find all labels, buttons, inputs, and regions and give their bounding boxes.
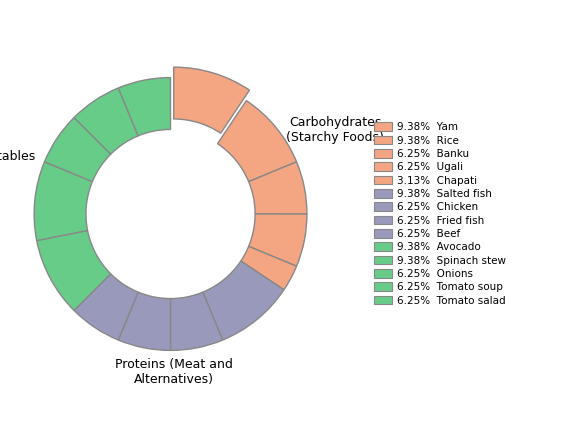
Text: Proteins (Meat and
Alternatives): Proteins (Meat and Alternatives) bbox=[115, 358, 233, 386]
Text: Carbohydrates
(Starchy Foods): Carbohydrates (Starchy Foods) bbox=[286, 116, 384, 144]
Wedge shape bbox=[249, 214, 307, 266]
Wedge shape bbox=[118, 292, 171, 351]
Wedge shape bbox=[218, 101, 296, 181]
Text: Vegetables: Vegetables bbox=[0, 150, 36, 163]
Wedge shape bbox=[45, 118, 111, 181]
Legend: 9.38%  Yam, 9.38%  Rice, 6.25%  Banku, 6.25%  Ugali, 3.13%  Chapati, 9.38%  Salt: 9.38% Yam, 9.38% Rice, 6.25% Banku, 6.25… bbox=[373, 122, 506, 306]
Wedge shape bbox=[241, 247, 296, 290]
Wedge shape bbox=[36, 231, 111, 310]
Wedge shape bbox=[173, 67, 249, 133]
Wedge shape bbox=[171, 292, 223, 351]
Wedge shape bbox=[203, 261, 284, 340]
Wedge shape bbox=[249, 162, 307, 214]
Wedge shape bbox=[74, 88, 138, 154]
Wedge shape bbox=[118, 77, 171, 136]
Wedge shape bbox=[74, 274, 138, 340]
Wedge shape bbox=[34, 162, 92, 241]
